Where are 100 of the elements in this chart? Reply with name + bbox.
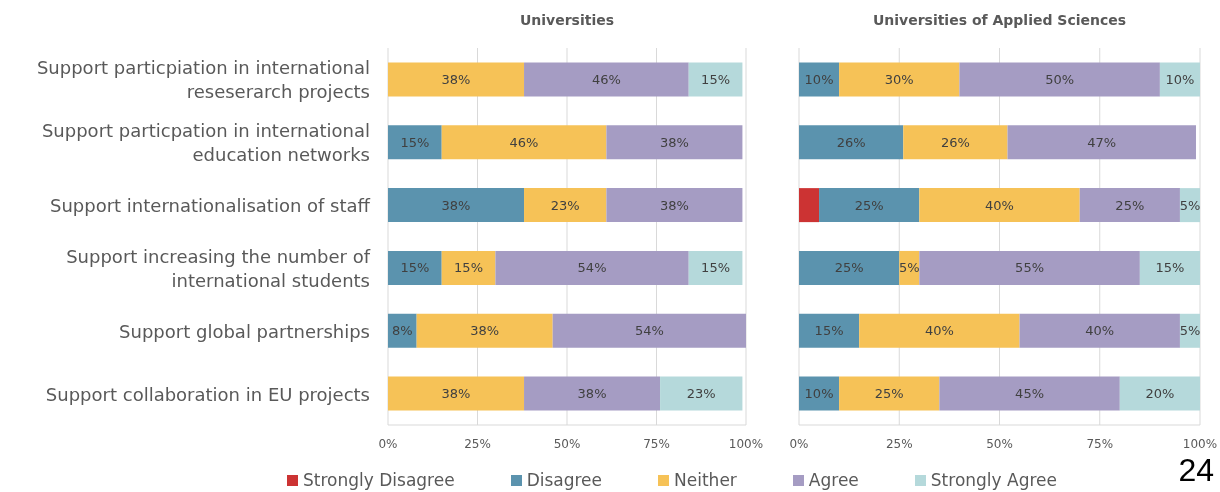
data-label: 38% <box>659 197 689 213</box>
x-tick-label: 75% <box>1086 436 1114 451</box>
data-label: 26% <box>940 134 970 150</box>
bar <box>919 250 1140 285</box>
data-label: 40% <box>985 197 1014 213</box>
data-label: 25% <box>1115 197 1145 213</box>
x-tick-label: 25% <box>885 436 913 451</box>
bar <box>939 376 1120 411</box>
bar <box>799 250 900 285</box>
y-tick-label: Support increasing the number of international students <box>66 245 371 291</box>
bar <box>1119 376 1200 411</box>
data-label: 5% <box>1179 323 1201 339</box>
x-tick-label: 50% <box>553 436 581 451</box>
y-tick-label: Support particpation in international education networks <box>41 119 370 165</box>
data-label: 10% <box>1165 71 1195 87</box>
y-tick-label: Support particpiation in international reseserarch projects <box>36 56 370 102</box>
data-label: 23% <box>686 386 716 402</box>
data-label: 38% <box>659 134 689 150</box>
bar <box>799 313 860 348</box>
bar <box>1139 250 1200 285</box>
x-tick-label: 100% <box>1182 436 1218 451</box>
bar <box>799 188 820 223</box>
bar <box>919 188 1080 223</box>
bar <box>524 62 689 97</box>
bar <box>552 313 746 348</box>
bar <box>1079 188 1180 223</box>
bar <box>388 62 525 97</box>
bar <box>388 188 525 223</box>
data-label: 46% <box>591 71 621 87</box>
data-label: 30% <box>884 71 914 87</box>
data-label: 40% <box>924 323 954 339</box>
bar <box>1019 313 1180 348</box>
data-label: 38% <box>441 386 471 402</box>
bar <box>606 125 743 160</box>
bar <box>1007 125 1196 160</box>
bar <box>388 376 525 411</box>
x-tick-label: 100% <box>728 436 764 451</box>
legend-label: Neither <box>674 470 737 490</box>
bar <box>859 313 1020 348</box>
y-tick-label: Support internationalisation of staff <box>49 194 371 216</box>
bar <box>839 62 960 97</box>
x-tick-label: 75% <box>643 436 670 451</box>
data-label: 54% <box>634 323 664 339</box>
x-tick-label: 25% <box>464 436 491 451</box>
bar <box>819 188 920 223</box>
legend-label: Strongly Disagree <box>302 470 455 490</box>
data-label: 40% <box>1085 323 1115 339</box>
data-label: 15% <box>814 323 844 339</box>
bar <box>959 62 1160 97</box>
data-label: 54% <box>577 260 607 276</box>
bar <box>799 376 840 411</box>
data-label: 5% <box>898 260 920 276</box>
data-label: 46% <box>509 134 539 150</box>
chart-title: Universities of Applied Sciences <box>871 12 1128 28</box>
x-tick-label: 0% <box>789 436 809 451</box>
data-label: 15% <box>400 134 430 150</box>
data-label: 38% <box>441 197 471 213</box>
data-label: 15% <box>454 260 483 276</box>
data-label: 55% <box>1015 260 1045 276</box>
legend-label: Disagree <box>526 470 603 490</box>
bar <box>388 250 442 285</box>
legend-label: Strongly Agree <box>930 470 1057 490</box>
data-label: 15% <box>701 260 731 276</box>
bar <box>441 125 607 160</box>
y-tick-label: Support global partnerships <box>119 320 370 342</box>
data-label: 25% <box>834 260 864 276</box>
bar <box>441 250 496 285</box>
y-tick-label: Support collaboration in EU projects <box>45 383 370 405</box>
data-label: 45% <box>1015 386 1045 402</box>
data-label: 15% <box>701 71 731 87</box>
bar <box>606 188 743 223</box>
bar <box>688 62 743 97</box>
data-label: 38% <box>577 386 607 402</box>
data-label: 47% <box>1087 134 1117 150</box>
data-label: 20% <box>1145 386 1175 402</box>
data-label: 10% <box>804 386 834 402</box>
bar <box>524 188 607 223</box>
bar <box>388 125 442 160</box>
data-label: 8% <box>392 323 413 339</box>
data-label: 38% <box>470 323 500 339</box>
bar <box>416 313 553 348</box>
bar <box>688 250 743 285</box>
bar <box>1159 62 1200 97</box>
text: 24 <box>1178 452 1214 488</box>
data-label: 50% <box>1045 71 1075 87</box>
data-label: 15% <box>400 260 430 276</box>
bar <box>839 376 940 411</box>
bar <box>799 62 840 97</box>
bar <box>799 125 904 160</box>
data-label: 15% <box>1155 260 1185 276</box>
x-tick-label: 50% <box>986 436 1013 451</box>
data-label: 5% <box>1179 197 1201 213</box>
data-label: 25% <box>874 386 904 402</box>
bar <box>495 250 689 285</box>
data-label: 26% <box>836 134 866 150</box>
bar <box>660 376 743 411</box>
data-label: 10% <box>804 71 834 87</box>
data-label: 25% <box>854 197 884 213</box>
data-label: 38% <box>441 71 471 87</box>
data-label: 23% <box>550 197 580 213</box>
